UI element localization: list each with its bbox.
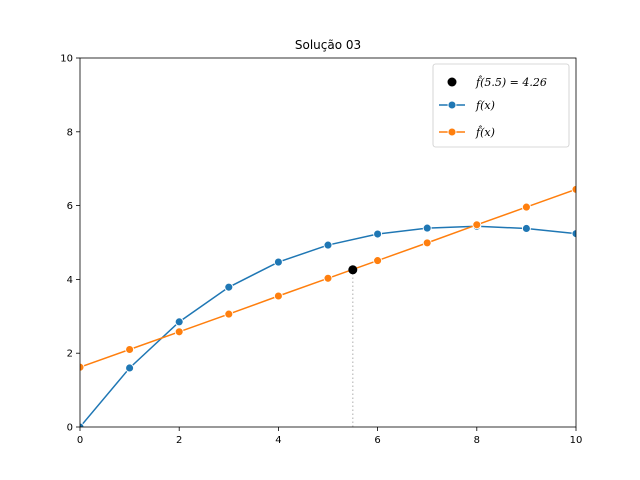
series-1-point [273,291,283,301]
x-tick-label: 8 [474,435,480,446]
y-tick-label: 6 [67,201,73,212]
legend-label-1: f̂(x) [475,126,495,139]
x-tick-label: 6 [374,435,380,446]
chart-title: Solução 03 [295,38,361,52]
legend-marker-1 [447,127,457,137]
series-1-point [323,273,333,283]
series-0-point [125,363,135,373]
series-0-point [80,422,85,427]
legend-label-0: f(x) [475,99,495,112]
series-0-point [323,240,333,250]
x-tick-label: 0 [77,435,83,446]
legend-marker-0 [447,100,457,110]
series-1-point [521,202,531,212]
series-0-point [373,229,383,239]
series-1-point [373,256,383,266]
y-tick-label: 4 [67,275,73,286]
plot-area [80,184,576,427]
series-1-point [125,345,135,354]
x-tick-label: 2 [176,435,182,446]
series-0-point [174,317,184,327]
y-tick-label: 2 [67,349,73,360]
legend: f̂(5.5) = 4.26 f(x) f̂(x) [432,63,570,148]
legend-marker-highlight [447,77,457,87]
series-0-point [571,229,576,239]
series-1-point [472,220,482,230]
x-tick-label: 4 [275,435,281,446]
y-tick-label: 10 [60,54,73,65]
legend-box [432,63,570,148]
highlight-point [348,265,358,275]
series-1-point [422,238,432,248]
y-tick-label: 0 [67,423,73,434]
x-tick-label: 10 [570,435,583,446]
series-1-point [571,184,576,194]
series-line-0 [80,225,576,427]
axes: 0 2 4 6 8 10 0 2 4 6 8 10 [60,54,582,447]
series-1-point [224,309,234,319]
series-0-point [273,257,283,267]
series-0-point [422,223,432,233]
series-1-point [174,327,184,337]
y-tick-label: 8 [67,127,73,138]
series-0-point [521,224,531,233]
axes-frame [79,57,577,428]
legend-label-highlight: f̂(5.5) = 4.26 [475,76,547,89]
series-1-point [80,362,85,372]
series-0-point [224,282,234,292]
